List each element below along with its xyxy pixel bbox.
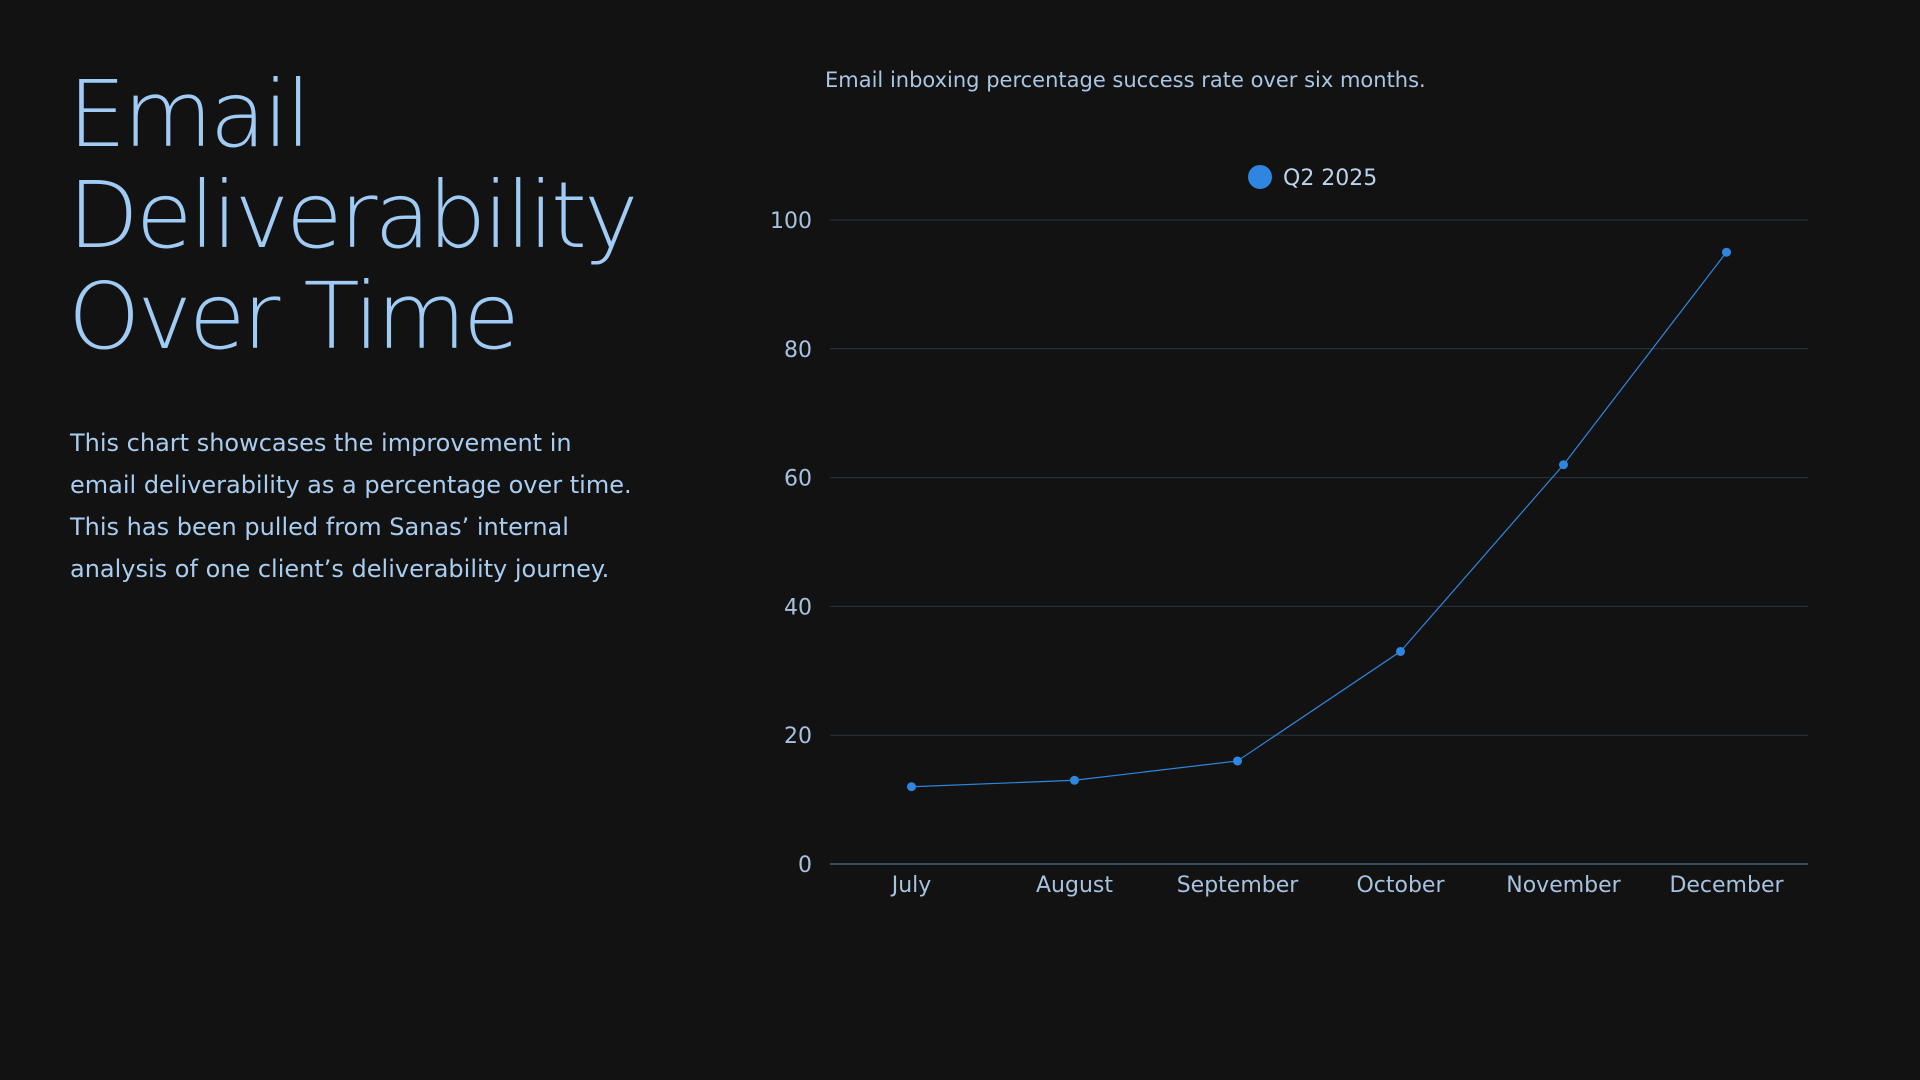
data-point <box>907 782 916 792</box>
x-tick-label: December <box>1669 873 1784 898</box>
description-line: This has been pulled from Sanas’ interna… <box>70 513 569 541</box>
x-tick-label: July <box>890 873 932 898</box>
data-point <box>1233 756 1242 766</box>
y-tick-label: 100 <box>770 209 812 234</box>
y-tick-label: 20 <box>784 724 812 749</box>
page-title: Email Deliverability Over Time <box>68 64 708 367</box>
y-tick-label: 60 <box>784 467 812 492</box>
legend-label: Q2 2025 <box>1283 166 1377 191</box>
data-point <box>1070 775 1079 785</box>
y-tick-label: 40 <box>784 595 812 620</box>
x-tick-label: November <box>1506 873 1621 898</box>
x-tick-label: August <box>1036 873 1113 898</box>
page-title-line: Deliverability <box>68 162 638 269</box>
data-point <box>1559 460 1568 470</box>
legend-marker <box>1248 165 1272 189</box>
y-tick-label: 80 <box>784 338 812 363</box>
y-tick-label: 0 <box>798 853 812 878</box>
series-line <box>911 251 1727 788</box>
chart-title: Email inboxing percentage success rate o… <box>825 68 1426 92</box>
description-line: email deliverability as a percentage ove… <box>70 471 632 499</box>
description-line: This chart showcases the improvement in <box>70 429 572 457</box>
chart-description: This chart showcases the improvement in … <box>70 422 670 590</box>
x-tick-label: October <box>1356 873 1445 898</box>
x-tick-label: September <box>1177 873 1300 898</box>
page-title-line: Email <box>68 61 311 168</box>
page-title-line: Over Time <box>68 263 520 370</box>
data-point <box>1722 247 1731 257</box>
description-line: analysis of one client’s deliverability … <box>70 555 610 583</box>
data-point <box>1396 646 1405 656</box>
